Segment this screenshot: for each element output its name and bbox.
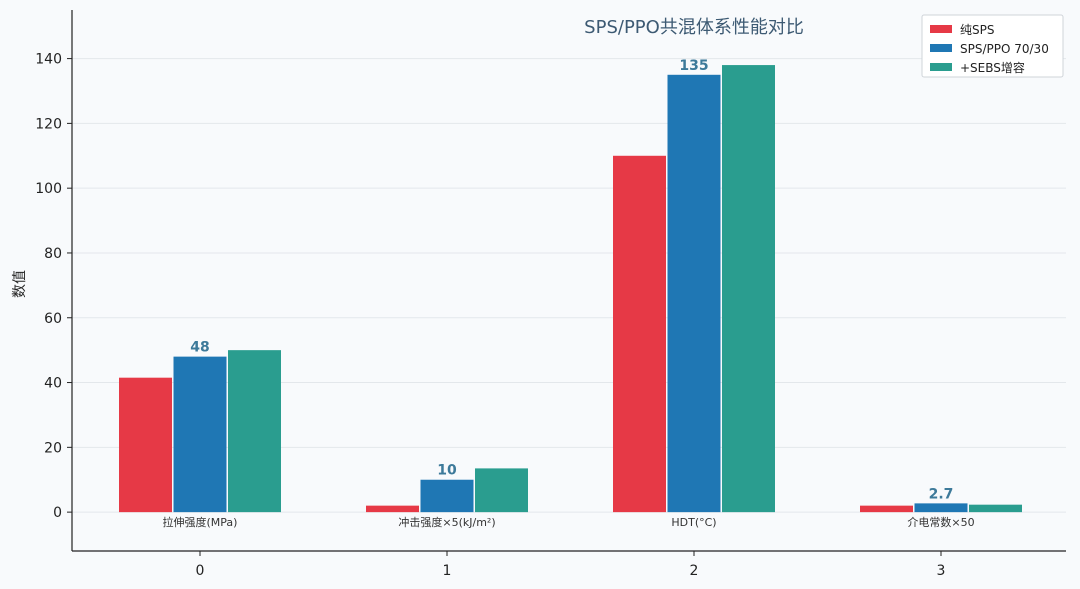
bar — [914, 503, 968, 513]
data-label: 10 — [437, 463, 457, 479]
legend-swatch — [930, 63, 952, 71]
legend-box — [921, 14, 1064, 78]
legend-entry: 纯SPS — [960, 23, 994, 37]
y-tick-label: 20 — [44, 440, 62, 456]
bar — [667, 74, 721, 513]
bar — [420, 479, 474, 513]
y-tick-label: 60 — [44, 311, 62, 327]
y-tick-label: 100 — [35, 181, 62, 197]
y-tick-label: 140 — [35, 52, 62, 68]
data-label: 135 — [679, 58, 708, 74]
category-label: HDT(°C) — [671, 516, 716, 529]
bar — [860, 505, 913, 513]
y-tick-label: 80 — [44, 246, 62, 262]
category-label: 介电常数×50 — [907, 516, 974, 529]
y-tick-label: 40 — [44, 376, 62, 392]
bar — [119, 377, 172, 513]
category-label: 拉伸强度(MPa) — [163, 515, 238, 529]
y-tick-label: 0 — [53, 505, 62, 521]
legend: 纯SPS SPS/PPO 70/30 +SEBS增容 — [921, 14, 1064, 78]
legend-entry: +SEBS增容 — [960, 60, 1025, 75]
x-tick-label: 2 — [690, 563, 699, 579]
bar — [173, 356, 227, 513]
data-label: 48 — [190, 340, 209, 356]
bar — [475, 468, 528, 513]
axes — [67, 10, 1066, 556]
y-axis-label: 数值 — [12, 270, 28, 298]
bars — [119, 65, 1022, 513]
bar — [969, 504, 1022, 513]
bar — [613, 155, 666, 513]
legend-swatch — [930, 25, 952, 33]
data-label: 2.7 — [929, 486, 954, 502]
legend-swatch — [930, 44, 952, 52]
category-label: 冲击强度×5(kJ/m²) — [398, 515, 495, 529]
chart-title: SPS/PPO共混体系性能对比 — [584, 17, 804, 38]
y-tick-label: 120 — [35, 116, 62, 132]
bar — [722, 65, 775, 513]
x-tick-label: 1 — [443, 563, 452, 579]
bar — [366, 505, 419, 513]
legend-entry: SPS/PPO 70/30 — [960, 42, 1049, 56]
x-tick-label: 3 — [937, 563, 946, 579]
x-tick-label: 0 — [196, 563, 205, 579]
bar — [228, 350, 281, 513]
